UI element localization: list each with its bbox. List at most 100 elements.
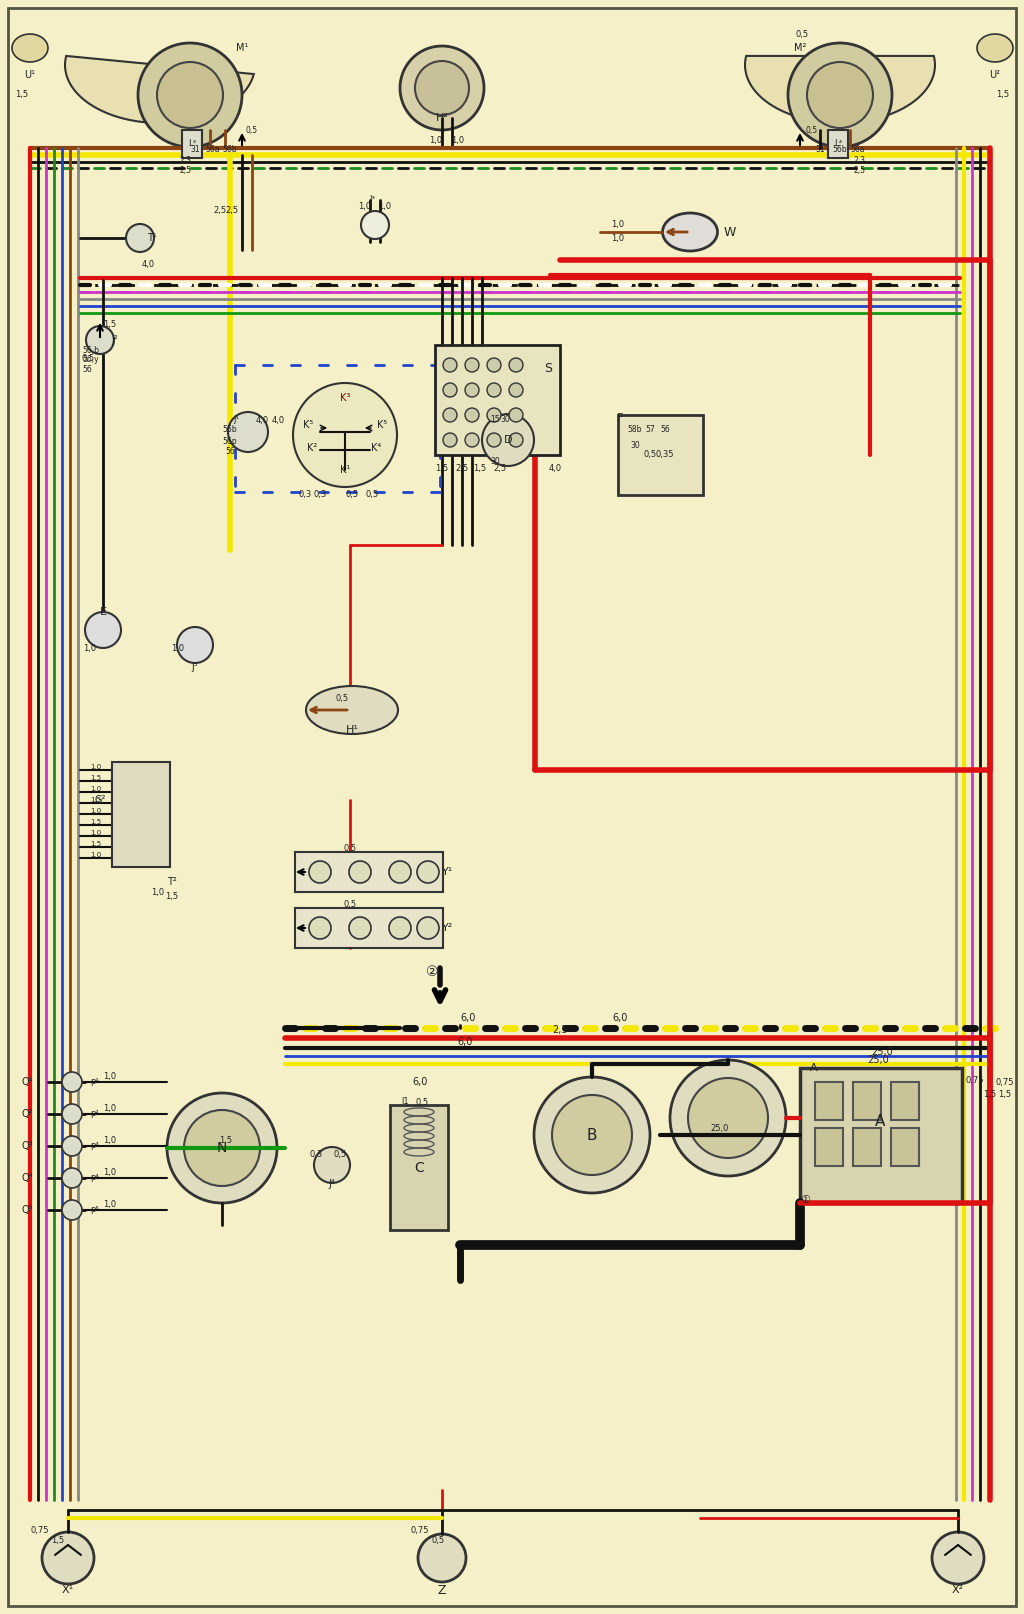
Text: l1: l1 (401, 1098, 409, 1107)
Circle shape (177, 626, 213, 663)
Text: 1,0: 1,0 (103, 1104, 117, 1114)
Text: 2,5: 2,5 (225, 205, 239, 215)
Text: 1,0: 1,0 (611, 234, 625, 244)
Text: 25,0: 25,0 (867, 1056, 889, 1065)
Circle shape (228, 412, 268, 452)
Text: j²: j² (112, 336, 119, 345)
Text: p²: p² (90, 1109, 98, 1119)
Circle shape (807, 61, 873, 128)
Text: 1,5: 1,5 (90, 818, 101, 825)
Text: 56b: 56b (222, 426, 238, 434)
Circle shape (126, 224, 154, 252)
Text: K¹: K¹ (340, 465, 350, 475)
Text: 4,0: 4,0 (141, 260, 155, 270)
Polygon shape (745, 56, 935, 123)
Text: Q⁵: Q⁵ (22, 1206, 34, 1215)
Text: 4,0: 4,0 (255, 415, 268, 424)
Text: 0,5: 0,5 (343, 899, 356, 909)
Text: 1,5: 1,5 (15, 90, 29, 100)
Text: K⁵: K⁵ (377, 420, 387, 429)
Text: 1,0: 1,0 (103, 1201, 117, 1209)
Text: 4,0: 4,0 (549, 463, 561, 473)
Text: 1,0: 1,0 (103, 1072, 117, 1081)
Text: 6,0: 6,0 (461, 1014, 476, 1023)
Text: C: C (414, 1160, 424, 1175)
Circle shape (443, 433, 457, 447)
Circle shape (309, 860, 331, 883)
Text: 1,5: 1,5 (219, 1136, 232, 1144)
Text: G²: G² (94, 796, 105, 805)
Text: 2,3: 2,3 (179, 155, 191, 165)
Text: 2,5: 2,5 (456, 463, 469, 473)
Text: 2,5: 2,5 (179, 166, 191, 174)
Circle shape (788, 44, 892, 147)
Bar (815, 1128, 843, 1165)
Bar (891, 1081, 919, 1120)
Text: 0,5: 0,5 (82, 353, 94, 363)
Circle shape (62, 1072, 82, 1093)
Text: Y²: Y² (442, 923, 454, 933)
Circle shape (670, 1060, 786, 1177)
Circle shape (418, 1533, 466, 1582)
Text: 1,0: 1,0 (611, 221, 625, 229)
Text: 15: 15 (490, 415, 500, 424)
Text: 56,b: 56,b (82, 345, 99, 355)
Text: p³: p³ (90, 1141, 98, 1151)
Text: 56b: 56b (833, 145, 847, 155)
Bar (815, 1081, 843, 1120)
Text: Q⁴: Q⁴ (22, 1173, 34, 1183)
Circle shape (932, 1532, 984, 1583)
Circle shape (138, 44, 242, 147)
Ellipse shape (306, 686, 398, 734)
Circle shape (62, 1199, 82, 1220)
Circle shape (167, 1093, 278, 1202)
Text: 1,0: 1,0 (452, 136, 465, 145)
Text: 1,5: 1,5 (473, 463, 486, 473)
Text: 0,5: 0,5 (246, 126, 258, 134)
Circle shape (534, 1077, 650, 1193)
Circle shape (552, 1094, 632, 1175)
Circle shape (86, 326, 114, 353)
Circle shape (487, 358, 501, 371)
Bar (112, 762, 170, 867)
Text: 1,0: 1,0 (83, 644, 96, 652)
Bar (800, 1068, 962, 1202)
Text: J⁴: J⁴ (329, 1178, 336, 1190)
Circle shape (389, 860, 411, 883)
Text: H¹: H¹ (345, 725, 358, 734)
Bar (295, 852, 443, 893)
Text: 2,3: 2,3 (854, 155, 866, 165)
Text: 1,5: 1,5 (51, 1535, 65, 1545)
Text: E: E (99, 607, 106, 617)
Text: 1,0: 1,0 (90, 852, 101, 859)
Circle shape (465, 433, 479, 447)
Text: 1,5: 1,5 (166, 891, 178, 901)
Text: j¹: j¹ (233, 415, 239, 424)
Circle shape (293, 383, 397, 487)
Text: 1,5: 1,5 (90, 841, 101, 847)
Text: T¹: T¹ (147, 232, 157, 244)
Text: p⁵: p⁵ (90, 1206, 98, 1214)
Circle shape (443, 358, 457, 371)
Polygon shape (12, 34, 48, 61)
Text: 0,5: 0,5 (806, 126, 818, 134)
Bar (435, 345, 560, 455)
Text: D: D (504, 436, 512, 445)
Text: 0,5: 0,5 (334, 1151, 346, 1159)
Text: 0,75: 0,75 (966, 1075, 984, 1085)
Text: 56a: 56a (851, 145, 865, 155)
Bar (853, 1081, 881, 1120)
Circle shape (184, 1110, 260, 1186)
Text: 56a: 56a (206, 145, 220, 155)
Text: 1,5: 1,5 (435, 463, 449, 473)
Circle shape (389, 917, 411, 939)
Text: 30: 30 (500, 415, 510, 424)
Text: 0,3: 0,3 (313, 491, 327, 499)
Text: 0,3: 0,3 (309, 1151, 323, 1159)
Text: 0,3: 0,3 (298, 491, 311, 499)
Text: 1,0: 1,0 (358, 202, 372, 211)
Text: 56,y: 56,y (82, 355, 98, 365)
Circle shape (349, 860, 371, 883)
Text: 0,75: 0,75 (411, 1525, 429, 1535)
Text: X²: X² (952, 1585, 964, 1595)
